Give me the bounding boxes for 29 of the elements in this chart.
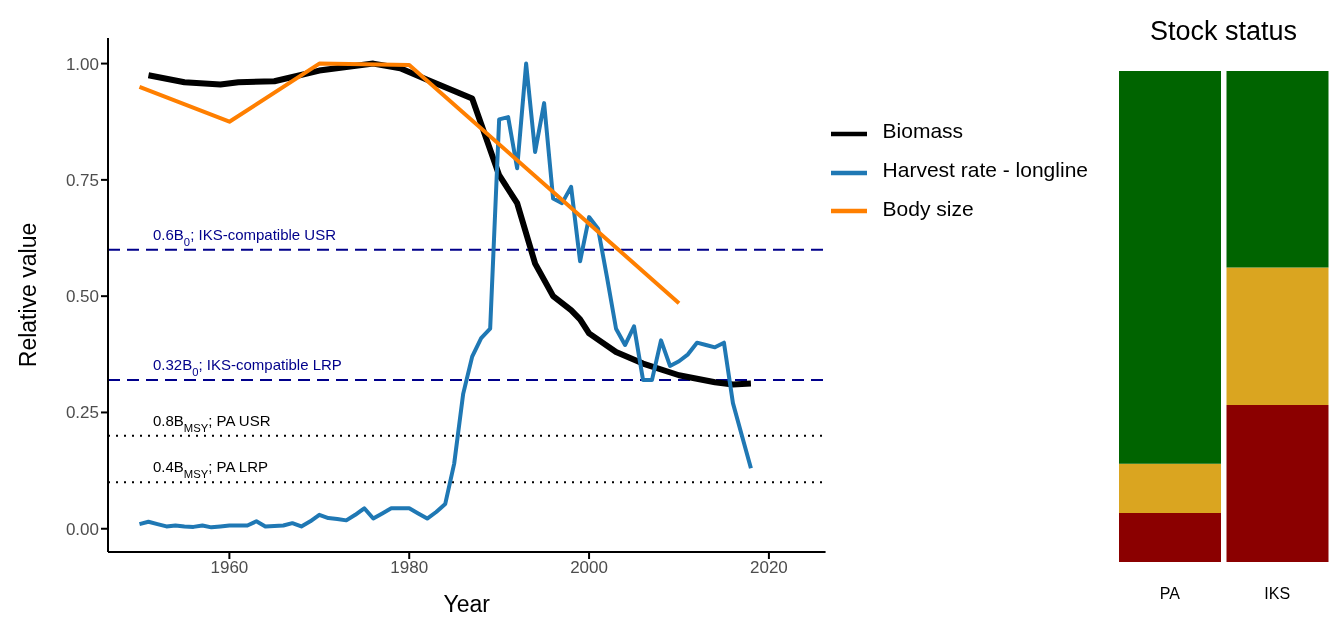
line-series	[137, 61, 681, 306]
y-axis-title: Relative value	[15, 222, 42, 368]
ref-line-label: 0.32B$_{0}$; IKS-compatible LRP	[153, 355, 342, 378]
ref-line-label: 0.4B$_{MSY}$; PA LRP	[153, 458, 269, 481]
bar	[1119, 512, 1221, 562]
y-tick-label: 0.75	[65, 170, 99, 190]
bar	[1119, 71, 1221, 464]
ref-line-label: 0.6B$_{0}$; IKS-compatible USR	[153, 225, 337, 248]
bar	[1226, 404, 1329, 562]
y-tick-label: 0.00	[65, 519, 99, 539]
bar	[1226, 267, 1329, 405]
y-tick-label: 0.25	[65, 403, 99, 423]
line-series	[137, 61, 753, 530]
x-axis-title: Year	[443, 591, 491, 617]
x-tick-label: 1980	[390, 558, 429, 578]
bar	[1119, 463, 1221, 513]
x-tick-label: 1960	[210, 558, 249, 578]
x-tick-label: 2000	[570, 558, 608, 578]
legend-label: Harvest rate - longline	[882, 157, 1088, 181]
x-tick-label: 2020	[750, 558, 788, 578]
ref-line-label: 0.8B$_{MSY}$; PA USR	[153, 411, 271, 434]
x-tick-label: PA	[1159, 585, 1181, 603]
y-tick-label: 0.50	[65, 287, 99, 307]
y-tick-label: 1.00	[65, 54, 99, 74]
bar	[1226, 71, 1329, 268]
chart-title: Stock status	[1148, 15, 1299, 48]
legend-label: Body size	[882, 196, 974, 220]
legend-label: Biomass	[882, 119, 964, 142]
x-tick-label: IKS	[1264, 585, 1291, 603]
